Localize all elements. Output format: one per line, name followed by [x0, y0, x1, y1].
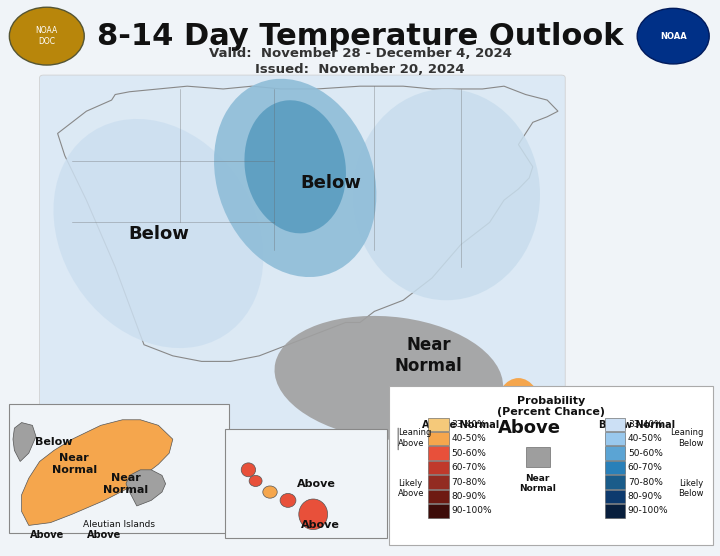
Ellipse shape [249, 475, 262, 486]
Ellipse shape [495, 378, 541, 445]
Text: Near
Normal: Near Normal [519, 474, 556, 493]
Ellipse shape [244, 100, 346, 234]
Text: Issued:  November 20, 2024: Issued: November 20, 2024 [255, 63, 465, 76]
Ellipse shape [263, 486, 277, 498]
FancyBboxPatch shape [225, 429, 387, 538]
Text: 33-40%: 33-40% [628, 420, 662, 429]
Bar [428, 504, 449, 518]
Text: Valid:  November 28 - December 4, 2024: Valid: November 28 - December 4, 2024 [209, 47, 511, 60]
Text: Above: Above [297, 479, 336, 489]
Text: Probability
(Percent Chance): Probability (Percent Chance) [497, 396, 605, 418]
Bar [526, 447, 550, 467]
Text: Below Normal: Below Normal [599, 420, 675, 430]
Bar [605, 504, 625, 518]
Polygon shape [58, 86, 558, 361]
Text: Aleutian Islands: Aleutian Islands [83, 520, 155, 529]
Text: 70-80%: 70-80% [451, 478, 486, 486]
Text: Near
Normal: Near Normal [104, 473, 148, 494]
Text: 50-60%: 50-60% [451, 449, 486, 458]
Text: Below: Below [35, 437, 73, 447]
Text: Near
Normal: Near Normal [52, 454, 96, 475]
Text: Leaning
Above: Leaning Above [398, 429, 431, 448]
Text: NOAA
DOC: NOAA DOC [36, 27, 58, 46]
FancyBboxPatch shape [40, 75, 565, 436]
Text: 90-100%: 90-100% [628, 507, 668, 515]
FancyBboxPatch shape [389, 386, 713, 545]
Text: 40-50%: 40-50% [451, 434, 486, 443]
Text: Likely
Above: Likely Above [398, 479, 425, 498]
Ellipse shape [274, 316, 503, 440]
Bar [428, 418, 449, 431]
Bar [605, 432, 625, 445]
Text: 50-60%: 50-60% [628, 449, 662, 458]
Bar [605, 490, 625, 503]
Circle shape [637, 8, 709, 64]
Ellipse shape [299, 499, 328, 529]
Bar [605, 446, 625, 460]
Bar [428, 490, 449, 503]
Bar [428, 475, 449, 489]
Polygon shape [126, 470, 166, 506]
Ellipse shape [241, 463, 256, 477]
Text: 70-80%: 70-80% [628, 478, 662, 486]
Ellipse shape [353, 89, 540, 300]
Text: Above: Above [498, 419, 561, 437]
Text: Above: Above [30, 530, 64, 540]
Text: Above: Above [301, 520, 340, 530]
Text: Leaning
Below: Leaning Below [670, 429, 703, 448]
Polygon shape [22, 420, 173, 525]
Text: 40-50%: 40-50% [628, 434, 662, 443]
Text: Near
Normal: Near Normal [395, 336, 462, 375]
Ellipse shape [280, 494, 296, 507]
Text: 60-70%: 60-70% [451, 463, 486, 472]
Bar [605, 475, 625, 489]
Ellipse shape [214, 79, 377, 277]
Bar [428, 432, 449, 445]
Text: 8-14 Day Temperature Outlook: 8-14 Day Temperature Outlook [96, 22, 624, 51]
Bar [605, 418, 625, 431]
Bar [605, 461, 625, 474]
Bar [428, 461, 449, 474]
Polygon shape [13, 423, 36, 461]
Text: 90-100%: 90-100% [451, 507, 492, 515]
Text: 80-90%: 80-90% [451, 492, 486, 501]
Text: Below: Below [128, 225, 189, 242]
Text: Below: Below [301, 175, 361, 192]
Text: NOAA: NOAA [660, 32, 687, 41]
Text: Likely
Below: Likely Below [678, 479, 703, 498]
Text: 60-70%: 60-70% [628, 463, 662, 472]
Circle shape [9, 7, 84, 65]
Ellipse shape [53, 119, 264, 348]
Bar [428, 446, 449, 460]
Text: Above: Above [87, 530, 122, 540]
Text: 80-90%: 80-90% [628, 492, 662, 501]
FancyBboxPatch shape [9, 404, 229, 533]
Text: Above Normal: Above Normal [422, 420, 500, 430]
Text: 33-40%: 33-40% [451, 420, 486, 429]
